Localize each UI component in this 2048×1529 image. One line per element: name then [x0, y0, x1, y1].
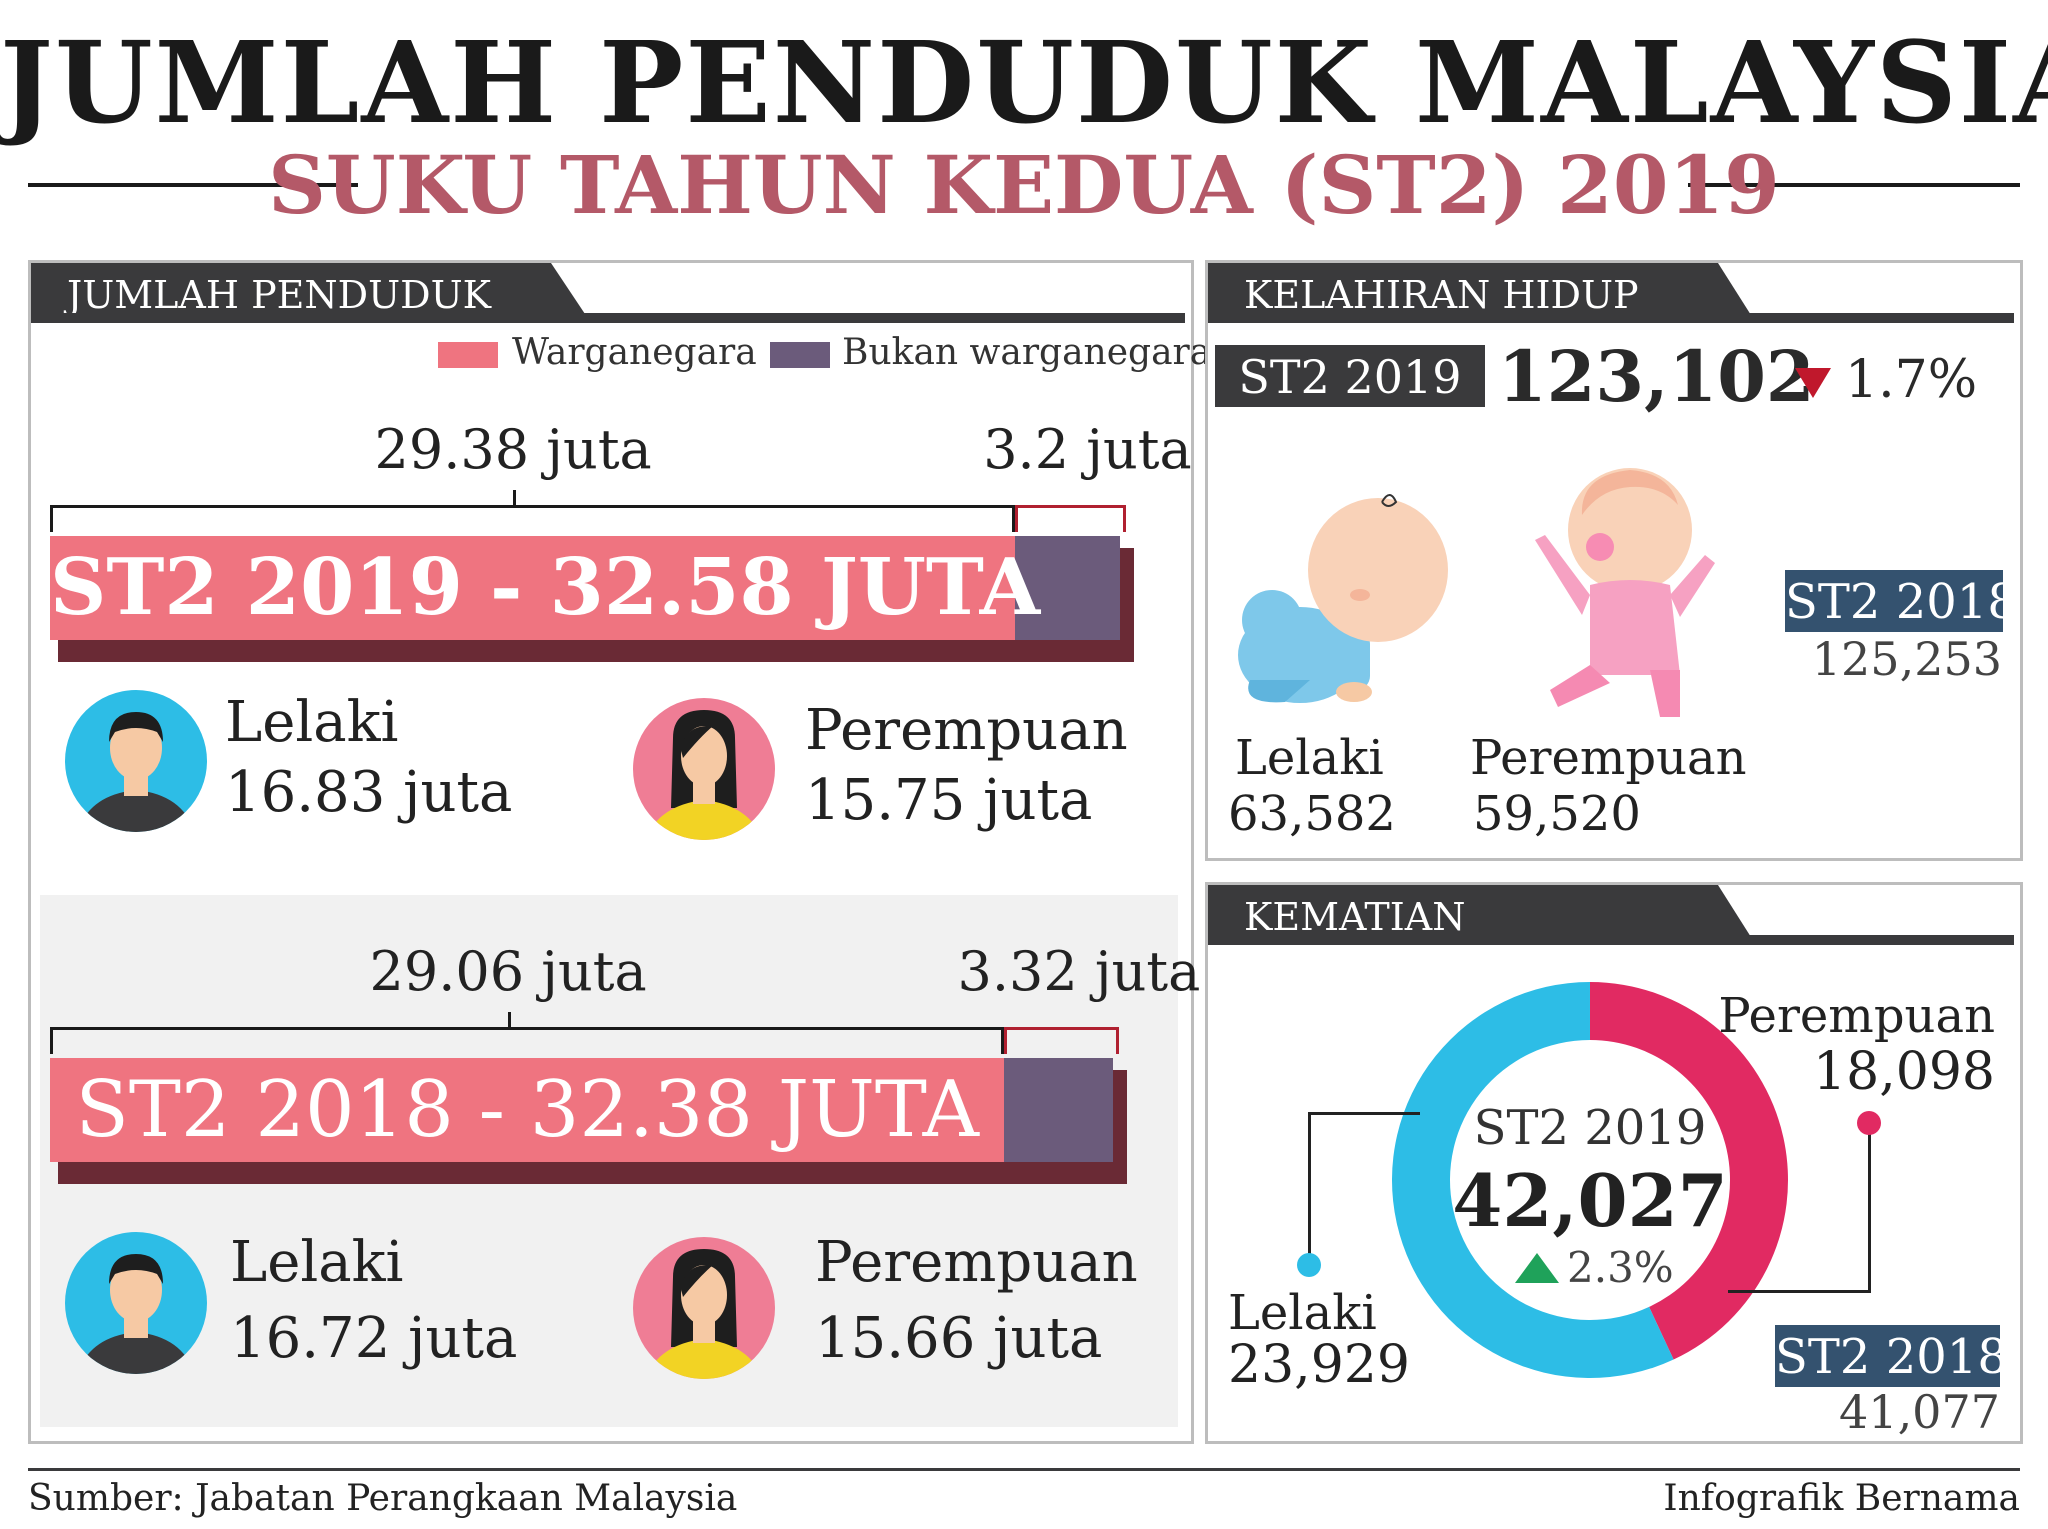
female-value-2019: 15.75 juta	[805, 768, 1093, 833]
deaths-prev-value: 41,077	[1839, 1385, 2000, 1439]
bar-label-2019: ST2 2019 - 32.58 JUTA	[50, 542, 1041, 633]
births-male-value: 63,582	[1228, 786, 1396, 842]
footer-source: Sumber: Jabatan Perangkaan Malaysia	[28, 1478, 738, 1519]
male-value-2019: 16.83 juta	[225, 760, 513, 825]
legend-swatch-non-citizen	[770, 342, 830, 368]
bar-non-citizen-2018	[1004, 1058, 1114, 1162]
citizen-value-2018: 29.06 juta	[369, 940, 647, 1003]
population-title-underline	[31, 313, 1185, 323]
page-subtitle: SUKU TAHUN KEDUA (ST2) 2019	[268, 138, 1780, 232]
deaths-total: 42,027	[1452, 1158, 1728, 1243]
female-dot	[1857, 1111, 1881, 1135]
baby-boy-icon	[1238, 494, 1448, 703]
non-citizen-value-2019: 3.2 juta	[983, 418, 1192, 481]
donut-slice-male	[1392, 982, 1674, 1378]
deaths-female-label: Perempuan	[1718, 988, 1995, 1044]
leader-line-female-h	[1728, 1290, 1871, 1293]
female-avatar-icon	[633, 698, 775, 840]
donut-slice-female	[1590, 982, 1788, 1360]
female-avatar-2019	[633, 698, 775, 840]
title-rule-right	[1688, 183, 2020, 187]
bracket-citizen-2019	[50, 505, 1015, 532]
deaths-title-underline	[1208, 935, 2014, 945]
births-change: 1.7%	[1845, 350, 1978, 410]
non-citizen-value-2018: 3.32 juta	[957, 940, 1201, 1003]
title-rule-left	[28, 183, 358, 187]
births-prev-value: 125,253	[1811, 632, 2002, 686]
female-avatar-2018	[633, 1237, 775, 1379]
footer-rule	[28, 1468, 2020, 1471]
deaths-female-value: 18,098	[1813, 1042, 1995, 1102]
births-female-value: 59,520	[1473, 786, 1641, 842]
births-prev-badge: ST2 2018	[1785, 570, 2018, 632]
bar-non-citizen-2019	[1014, 536, 1120, 640]
male-value-2018: 16.72 juta	[230, 1306, 518, 1371]
baby-girl-icon	[1535, 468, 1715, 717]
births-female-label: Perempuan	[1470, 730, 1747, 786]
deaths-male-value: 23,929	[1228, 1335, 1410, 1395]
legend-swatch-citizen	[438, 342, 498, 368]
leader-line-male-v	[1308, 1112, 1311, 1262]
deaths-change: 2.3%	[1567, 1243, 1674, 1292]
deaths-prev-badge: ST2 2018	[1775, 1325, 2008, 1387]
male-label-2018: Lelaki	[230, 1230, 404, 1295]
male-label-2019: Lelaki	[225, 690, 399, 755]
male-avatar-2018	[65, 1232, 207, 1374]
bracket-tick-2019	[513, 490, 517, 508]
bar-citizen-2018	[50, 1058, 1005, 1162]
male-dot	[1297, 1253, 1321, 1277]
female-label-2019: Perempuan	[805, 698, 1128, 763]
male-avatar-2019	[65, 690, 207, 832]
births-year-badge: ST2 2019	[1215, 345, 1485, 407]
legend-label-non-citizen: Bukan warganegara	[842, 332, 1212, 373]
bracket-tick-2018	[508, 1012, 512, 1030]
deaths-donut-chart	[1392, 982, 1788, 1378]
births-total: 123,102	[1498, 335, 1815, 418]
down-triangle-icon	[1795, 368, 1831, 398]
bracket-non-citizen-2018	[1004, 1027, 1120, 1054]
deaths-center-label: ST2 2019	[1473, 1100, 1707, 1156]
citizen-value-2019: 29.38 juta	[374, 418, 652, 481]
legend-label-citizen: Warganegara	[512, 332, 757, 373]
footer-credit: Infografik Bernama	[1663, 1478, 2020, 1519]
births-title-underline	[1208, 313, 2014, 323]
bar-label-2018: ST2 2018 - 32.38 JUTA	[75, 1065, 979, 1155]
up-triangle-icon	[1515, 1253, 1559, 1283]
bracket-citizen-2018	[50, 1027, 1005, 1054]
leader-line-female-v	[1868, 1122, 1871, 1292]
female-avatar-icon-2018	[633, 1237, 775, 1379]
female-label-2018: Perempuan	[815, 1230, 1138, 1295]
bar-citizen-2019	[50, 536, 1015, 640]
page-title: JUMLAH PENDUDUK MALAYSIA	[0, 18, 2048, 149]
deaths-male-label: Lelaki	[1228, 1285, 1377, 1341]
male-avatar-icon	[65, 690, 207, 832]
births-male-label: Lelaki	[1235, 730, 1384, 786]
male-avatar-icon-2018	[65, 1232, 207, 1374]
bracket-non-citizen-2019	[1014, 505, 1126, 532]
leader-line-male-h	[1308, 1112, 1420, 1115]
female-value-2018: 15.66 juta	[815, 1306, 1103, 1371]
